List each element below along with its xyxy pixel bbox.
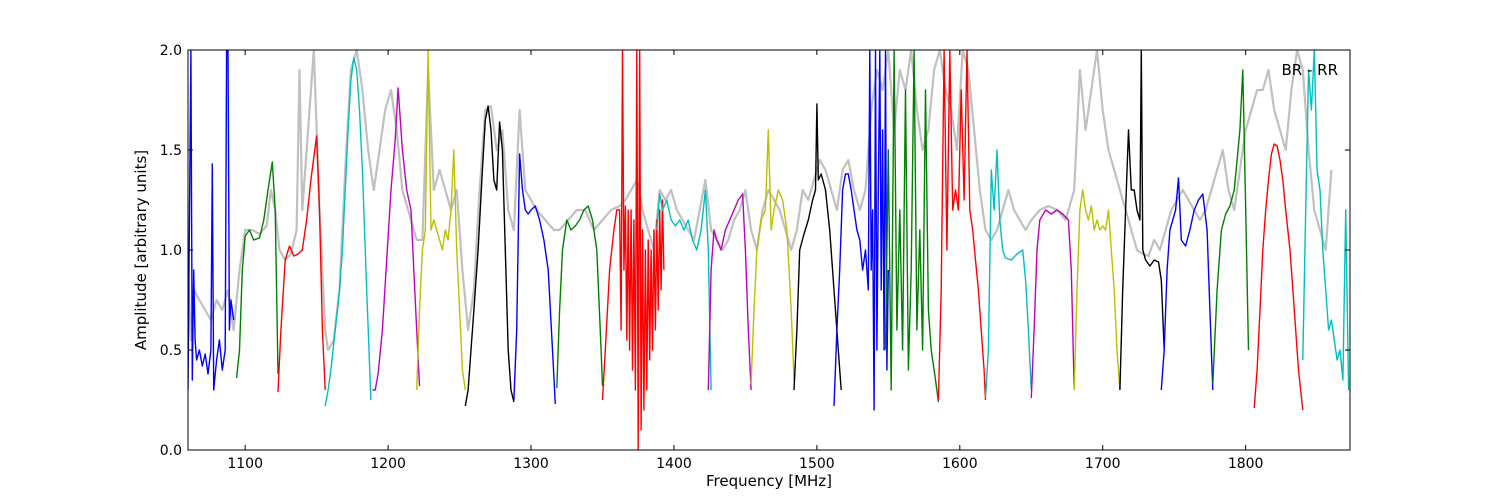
x-axis-title: Frequency [MHz] bbox=[706, 472, 832, 490]
x-tick-label: 1400 bbox=[656, 456, 692, 472]
series-line-20 bbox=[1073, 189, 1121, 391]
series-line-24 bbox=[1253, 143, 1304, 411]
y-axis-title: Amplitude [arbitrary units] bbox=[132, 150, 150, 350]
series-line-6 bbox=[416, 50, 466, 391]
series-line-9 bbox=[556, 205, 604, 389]
series-line-7 bbox=[464, 105, 515, 407]
y-tick-label: 2.0 bbox=[160, 43, 182, 59]
x-axis-ticks: 1100 1200 1300 1400 1500 1600 1700 1800 bbox=[227, 50, 1263, 472]
x-tick-label: 1800 bbox=[1228, 456, 1264, 472]
series-line-21 bbox=[1119, 50, 1165, 391]
x-tick-label: 1600 bbox=[942, 456, 978, 472]
series-layer bbox=[188, 50, 1350, 450]
series-line-15 bbox=[833, 50, 889, 411]
series-line-13 bbox=[750, 129, 795, 385]
series-line-4 bbox=[324, 57, 372, 407]
series-line-19 bbox=[1030, 209, 1075, 399]
series-line-16 bbox=[884, 50, 940, 403]
x-tick-label: 1300 bbox=[513, 456, 549, 472]
background-trace bbox=[188, 50, 1333, 352]
series-line-14 bbox=[793, 103, 842, 391]
plot-area bbox=[187, 49, 1351, 451]
series-line-12 bbox=[707, 193, 752, 391]
series-line-25 bbox=[1302, 50, 1350, 391]
y-tick-label: 1.0 bbox=[160, 243, 182, 259]
x-tick-label: 1200 bbox=[370, 456, 406, 472]
background-trace-line bbox=[188, 50, 1333, 352]
series-line-11 bbox=[656, 189, 712, 391]
x-tick-label: 1700 bbox=[1085, 456, 1121, 472]
y-tick-label: 1.5 bbox=[160, 143, 182, 159]
series-line-17 bbox=[937, 50, 987, 401]
series-line-8 bbox=[513, 153, 556, 405]
series-line-1 bbox=[188, 50, 235, 391]
y-axis-ticks: 0.0 0.5 1.0 1.5 2.0 bbox=[160, 43, 1350, 459]
series-line-18 bbox=[984, 149, 1032, 399]
series-line-10 bbox=[601, 50, 665, 450]
series-line-2 bbox=[235, 161, 279, 379]
series-line-3 bbox=[277, 135, 326, 393]
x-tick-label: 1500 bbox=[799, 456, 835, 472]
y-tick-label: 0.0 bbox=[160, 443, 182, 459]
annotation-label: BR - RR bbox=[1281, 61, 1338, 79]
x-tick-label: 1100 bbox=[227, 456, 263, 472]
y-tick-label: 0.5 bbox=[160, 343, 182, 359]
series-line-5 bbox=[372, 87, 421, 391]
series-line-22 bbox=[1160, 177, 1214, 391]
plot-frame bbox=[187, 49, 1351, 451]
series-line-23 bbox=[1212, 69, 1250, 385]
